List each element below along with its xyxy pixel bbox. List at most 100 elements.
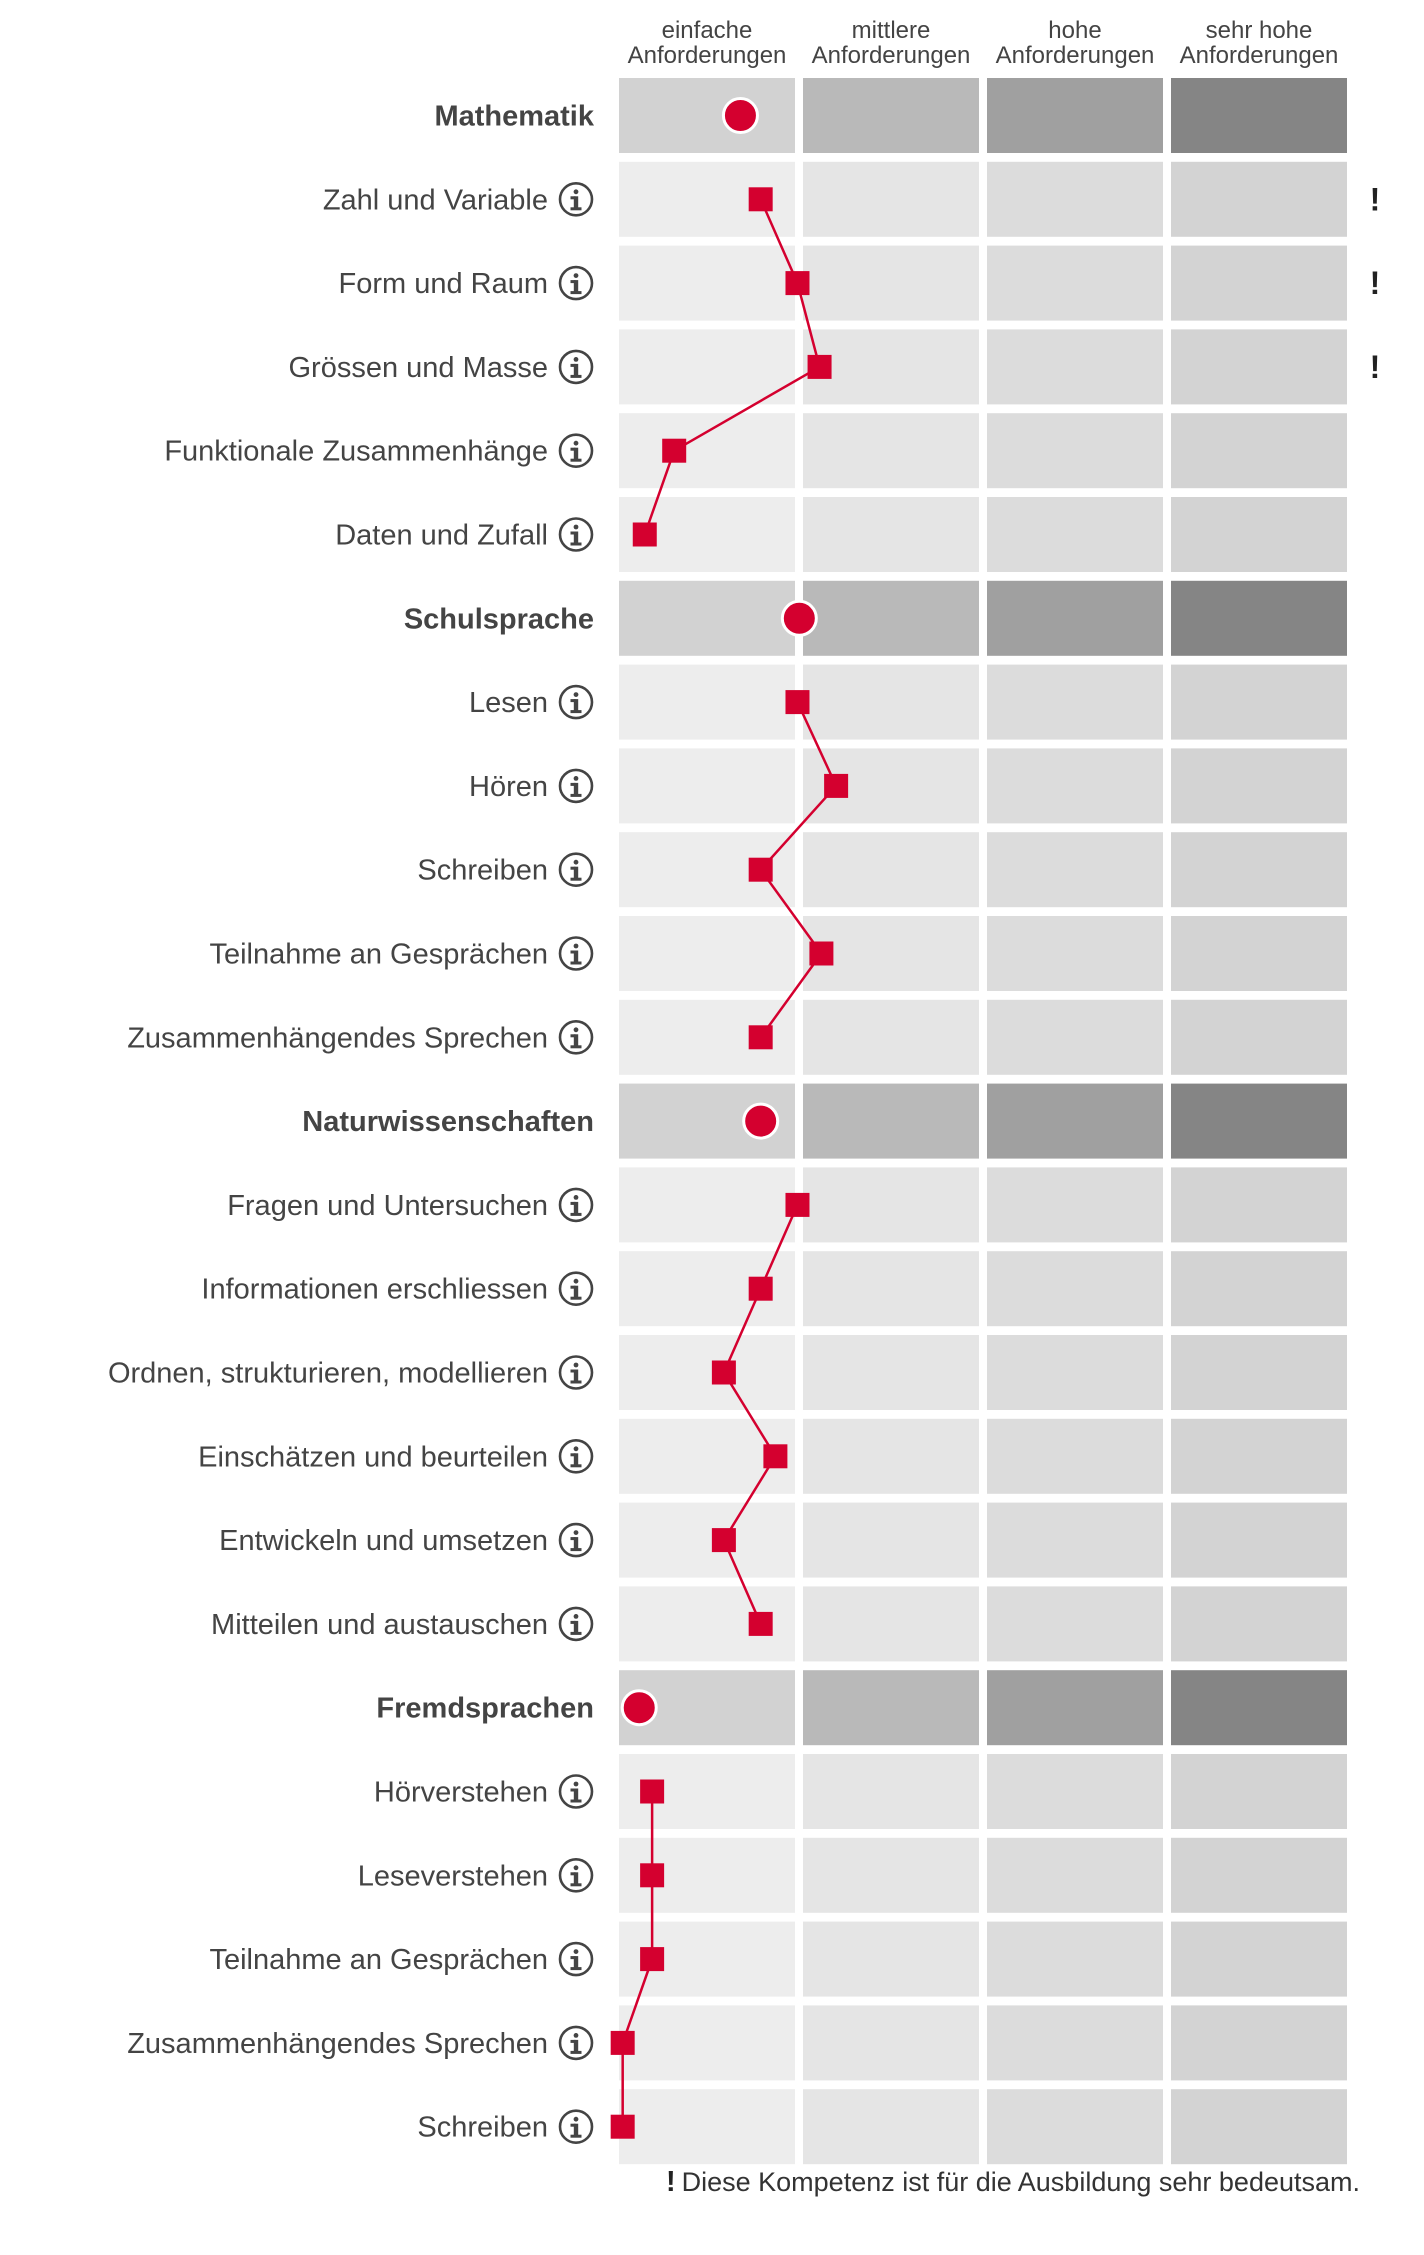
important-marker-legend: ! bbox=[665, 2166, 676, 2198]
group-cell bbox=[1171, 580, 1347, 656]
info-circle-icon[interactable] bbox=[558, 2109, 594, 2144]
competency-label: Informationen erschliessen bbox=[201, 1274, 548, 1306]
item-cell bbox=[803, 1586, 979, 1662]
info-circle-icon[interactable] bbox=[558, 1858, 594, 1893]
item-cell bbox=[803, 1502, 979, 1578]
info-circle-icon[interactable] bbox=[558, 936, 594, 971]
group-cell bbox=[987, 1670, 1163, 1746]
info-circle-icon[interactable] bbox=[558, 1941, 594, 1977]
competency-label: Teilnahme an Gesprächen bbox=[209, 1944, 548, 1976]
item-cell bbox=[803, 832, 979, 908]
info-circle-icon[interactable] bbox=[558, 1187, 594, 1223]
overall-point bbox=[721, 97, 759, 134]
item-cell bbox=[987, 497, 1163, 572]
info-circle-icon[interactable] bbox=[558, 852, 594, 888]
competency-label: Mitteilen und austauschen bbox=[211, 1609, 548, 1641]
competency-label: Hören bbox=[469, 771, 548, 803]
competency-point bbox=[763, 1444, 788, 1469]
competency-label: Fragen und Untersuchen bbox=[227, 1190, 548, 1222]
competency-label: Schreiben bbox=[417, 855, 548, 887]
item-cell bbox=[987, 832, 1163, 908]
competency-label: Ordnen, strukturieren, modellieren bbox=[108, 1358, 548, 1390]
item-cell bbox=[619, 413, 795, 489]
info-circle-icon[interactable] bbox=[558, 265, 594, 301]
info-circle-icon[interactable] bbox=[558, 1774, 594, 1809]
item-cell bbox=[1171, 329, 1347, 405]
group-cell bbox=[619, 78, 795, 153]
group-cell bbox=[1171, 1083, 1347, 1159]
footnote-text: Diese Kompetenz ist für die Ausbildung s… bbox=[681, 2167, 1360, 2197]
item-cell bbox=[1171, 832, 1347, 908]
item-cell bbox=[1171, 1251, 1347, 1327]
info-circle-icon[interactable] bbox=[558, 768, 594, 804]
item-cell bbox=[987, 999, 1163, 1075]
item-cell bbox=[619, 1335, 795, 1410]
competency-point bbox=[824, 773, 849, 798]
info-circle-icon[interactable] bbox=[558, 1020, 594, 1055]
group-cell bbox=[987, 580, 1163, 656]
series-line bbox=[722, 1204, 799, 1625]
competency-label: Schreiben bbox=[417, 2112, 548, 2144]
item-cell bbox=[803, 161, 979, 237]
item-cell bbox=[803, 1335, 979, 1410]
group-cell bbox=[1171, 1670, 1347, 1746]
group-label: Mathematik bbox=[434, 101, 594, 133]
competency-label: Zusammenhängendes Sprechen bbox=[127, 1022, 548, 1054]
group-cell bbox=[803, 580, 979, 656]
competency-label: Funktionale Zusammenhänge bbox=[164, 436, 548, 468]
competency-point bbox=[610, 2114, 635, 2139]
competency-label: Grössen und Masse bbox=[288, 352, 548, 384]
item-cell bbox=[619, 245, 795, 321]
item-cell bbox=[803, 2089, 979, 2165]
info-circle-icon[interactable] bbox=[558, 1355, 594, 1390]
item-cell bbox=[803, 1251, 979, 1327]
competency-label: Zusammenhängendes Sprechen bbox=[127, 2028, 548, 2060]
competency-point bbox=[711, 1528, 736, 1553]
item-cell bbox=[1171, 1502, 1347, 1578]
competency-point bbox=[785, 1192, 810, 1217]
important-marker: ! bbox=[1370, 181, 1381, 217]
item-cell bbox=[987, 916, 1163, 991]
footnote: ! Diese Kompetenz ist für die Ausbildung … bbox=[600, 2166, 1360, 2199]
item-cell bbox=[619, 664, 795, 740]
item-cell bbox=[987, 748, 1163, 824]
info-circle-icon[interactable] bbox=[558, 349, 594, 385]
item-cell bbox=[1171, 1921, 1347, 1997]
item-cell bbox=[803, 1418, 979, 1494]
item-cell bbox=[619, 329, 795, 405]
item-cell bbox=[803, 329, 979, 405]
info-circle-icon[interactable] bbox=[558, 517, 594, 552]
competency-label: Entwickeln und umsetzen bbox=[219, 1525, 548, 1557]
info-circle-icon[interactable] bbox=[558, 1271, 594, 1306]
item-cell bbox=[803, 245, 979, 321]
level-header-4: sehr hohe Anforderungen bbox=[1180, 17, 1339, 69]
item-cell bbox=[1171, 413, 1347, 489]
level-header-2: mittlere Anforderungen bbox=[812, 17, 971, 69]
item-cell bbox=[1171, 2005, 1347, 2081]
group-cell bbox=[987, 78, 1163, 153]
item-cell bbox=[619, 748, 795, 824]
info-circle-icon[interactable] bbox=[558, 684, 594, 720]
info-circle-icon[interactable] bbox=[558, 182, 594, 217]
item-cell bbox=[1171, 1167, 1347, 1243]
info-circle-icon[interactable] bbox=[558, 1522, 594, 1558]
info-circle-icon[interactable] bbox=[558, 1439, 594, 1474]
item-cell bbox=[1171, 664, 1347, 740]
competency-point bbox=[748, 1611, 773, 1636]
info-circle-icon[interactable] bbox=[558, 1606, 594, 1642]
competency-label: Teilnahme an Gesprächen bbox=[209, 939, 548, 971]
info-circle-icon[interactable] bbox=[558, 2025, 594, 2061]
item-cell bbox=[1171, 916, 1347, 991]
item-cell bbox=[803, 999, 979, 1075]
important-marker: ! bbox=[1370, 349, 1381, 385]
item-cell bbox=[1171, 1335, 1347, 1410]
item-cell bbox=[987, 413, 1163, 489]
overall-point bbox=[780, 599, 818, 637]
competency-point bbox=[640, 1779, 665, 1804]
item-cell bbox=[619, 1502, 795, 1578]
info-circle-icon[interactable] bbox=[558, 433, 594, 469]
item-cell bbox=[987, 1837, 1163, 1913]
item-cell bbox=[1171, 999, 1347, 1075]
item-cell bbox=[987, 1586, 1163, 1662]
item-cell bbox=[987, 1251, 1163, 1327]
